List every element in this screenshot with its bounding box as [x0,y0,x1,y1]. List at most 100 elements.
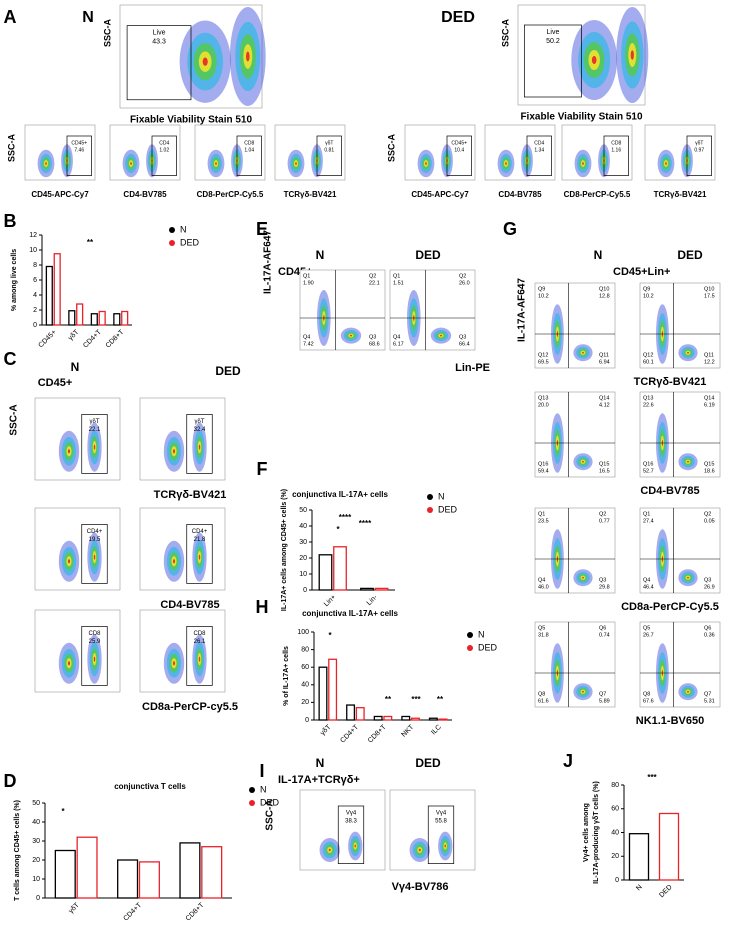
plot-frame [139,609,226,693]
quadrant-value: 17.5 [704,293,715,299]
quadrant-value: 1.51 [393,280,404,286]
quadrant-value: 27.4 [643,518,654,524]
quadrant-value: 0.05 [704,518,715,524]
quadrant-name: Q1 [393,273,400,279]
y-tick-label: 0 [33,322,37,329]
quadrant-name: Q5 [538,625,545,631]
panel-label: F [257,459,268,479]
density [215,162,217,165]
quadrant-value: 6.19 [704,402,715,408]
quadrant-value: 60.1 [643,359,654,365]
gate-value: 55.8 [435,819,447,825]
gate-name: Live [153,29,166,36]
gate [186,524,213,584]
density [67,661,71,666]
gate [81,626,108,686]
density [172,559,176,564]
gate-name: γδT [89,419,99,425]
y-tick-label: 30 [299,539,307,546]
y-tick-label: 80 [301,646,309,653]
gate [686,135,712,176]
density [582,162,584,165]
density [582,351,584,354]
panel-label: D [4,771,17,791]
y-tick-label: 10 [299,571,307,578]
density [349,334,353,337]
gate-name: γδT [325,140,333,146]
y-tick-label: 50 [32,800,40,807]
chart-title: conjunctiva IL-17A+ cells [302,609,398,618]
bar [318,554,333,591]
density [687,460,689,463]
gate-name: CD4+ [192,529,208,535]
bar [373,715,383,721]
panel-label: G [503,219,517,239]
density [444,844,446,848]
density [93,444,96,450]
population: CD45+ [38,377,73,389]
quadrant-value: 52.7 [643,468,654,474]
quadrant-name: Q1 [538,511,545,517]
gate [186,414,213,474]
legend-marker [169,227,175,233]
axis-label: TCRγδ-BV421 [284,190,337,199]
gate-name: Vγ4 [436,811,447,817]
bar [428,717,438,721]
legend-marker [427,507,433,513]
legend-label: N [260,784,267,794]
axis-label: SSC-A [102,19,112,48]
quadrant-value: 66.4 [459,341,470,347]
density [425,162,427,165]
axis-label: NK1.1-BV650 [636,715,704,727]
plot-frame [139,507,226,591]
axis-label: Fixable Viability Stain 510 [130,115,253,126]
bar [628,833,650,881]
significance: ** [385,695,392,704]
population: IL-17A+TCRγδ+ [278,774,360,786]
group-label: N [82,9,94,26]
quadrant-name: Q10 [599,286,609,292]
gate-name: γδT [194,419,204,425]
plot-frame [34,609,121,693]
gate-name: CD8 [193,631,206,637]
density [198,554,201,560]
y-tick-label: 40 [299,523,307,530]
plot-frame [24,124,96,181]
axis-label: CD8-PerCP-Cy5.5 [197,190,264,199]
density [295,162,297,165]
quadrant-name: Q11 [704,352,714,358]
significance: *** [411,695,421,704]
y-tick-label: 40 [32,819,40,826]
axis-label: SSC-A [6,134,16,163]
plot-frame [34,397,121,481]
y-tick-label: 40 [611,829,619,836]
quadrant-value: 26.7 [643,632,654,638]
bar [117,859,139,899]
quadrant-name: Q4 [303,334,310,340]
significance: * [336,525,340,534]
gate-value: 1.34 [534,147,544,153]
panel-label: B [4,211,17,231]
significance: * [61,807,65,816]
density [130,162,132,165]
gate [427,805,455,864]
quadrant-value: 12.2 [704,359,715,365]
gate-name: CD45+ [451,140,467,146]
y-axis-label: % among live cells [11,249,18,311]
quadrant-name: Q12 [538,352,548,358]
y-tick-label: 0 [36,895,40,902]
y-tick-label: 10 [29,247,37,254]
legend-label: DED [260,797,280,807]
quadrant-name: Q6 [704,625,711,631]
panel-label: C [4,349,17,369]
axis-label: Fixable Viability Stain 510 [520,112,643,123]
y-axis-label: % of IL-17A+ cells [283,646,290,706]
quadrant-name: Q2 [704,511,711,517]
gate-name: CD45+ [71,140,87,146]
quadrant-value: 22.1 [369,280,380,286]
density [354,844,356,848]
x-tick-label: γδT [319,723,333,737]
bar [45,265,53,326]
legend-label: N [438,491,445,501]
gate-value: 21.8 [194,537,206,543]
